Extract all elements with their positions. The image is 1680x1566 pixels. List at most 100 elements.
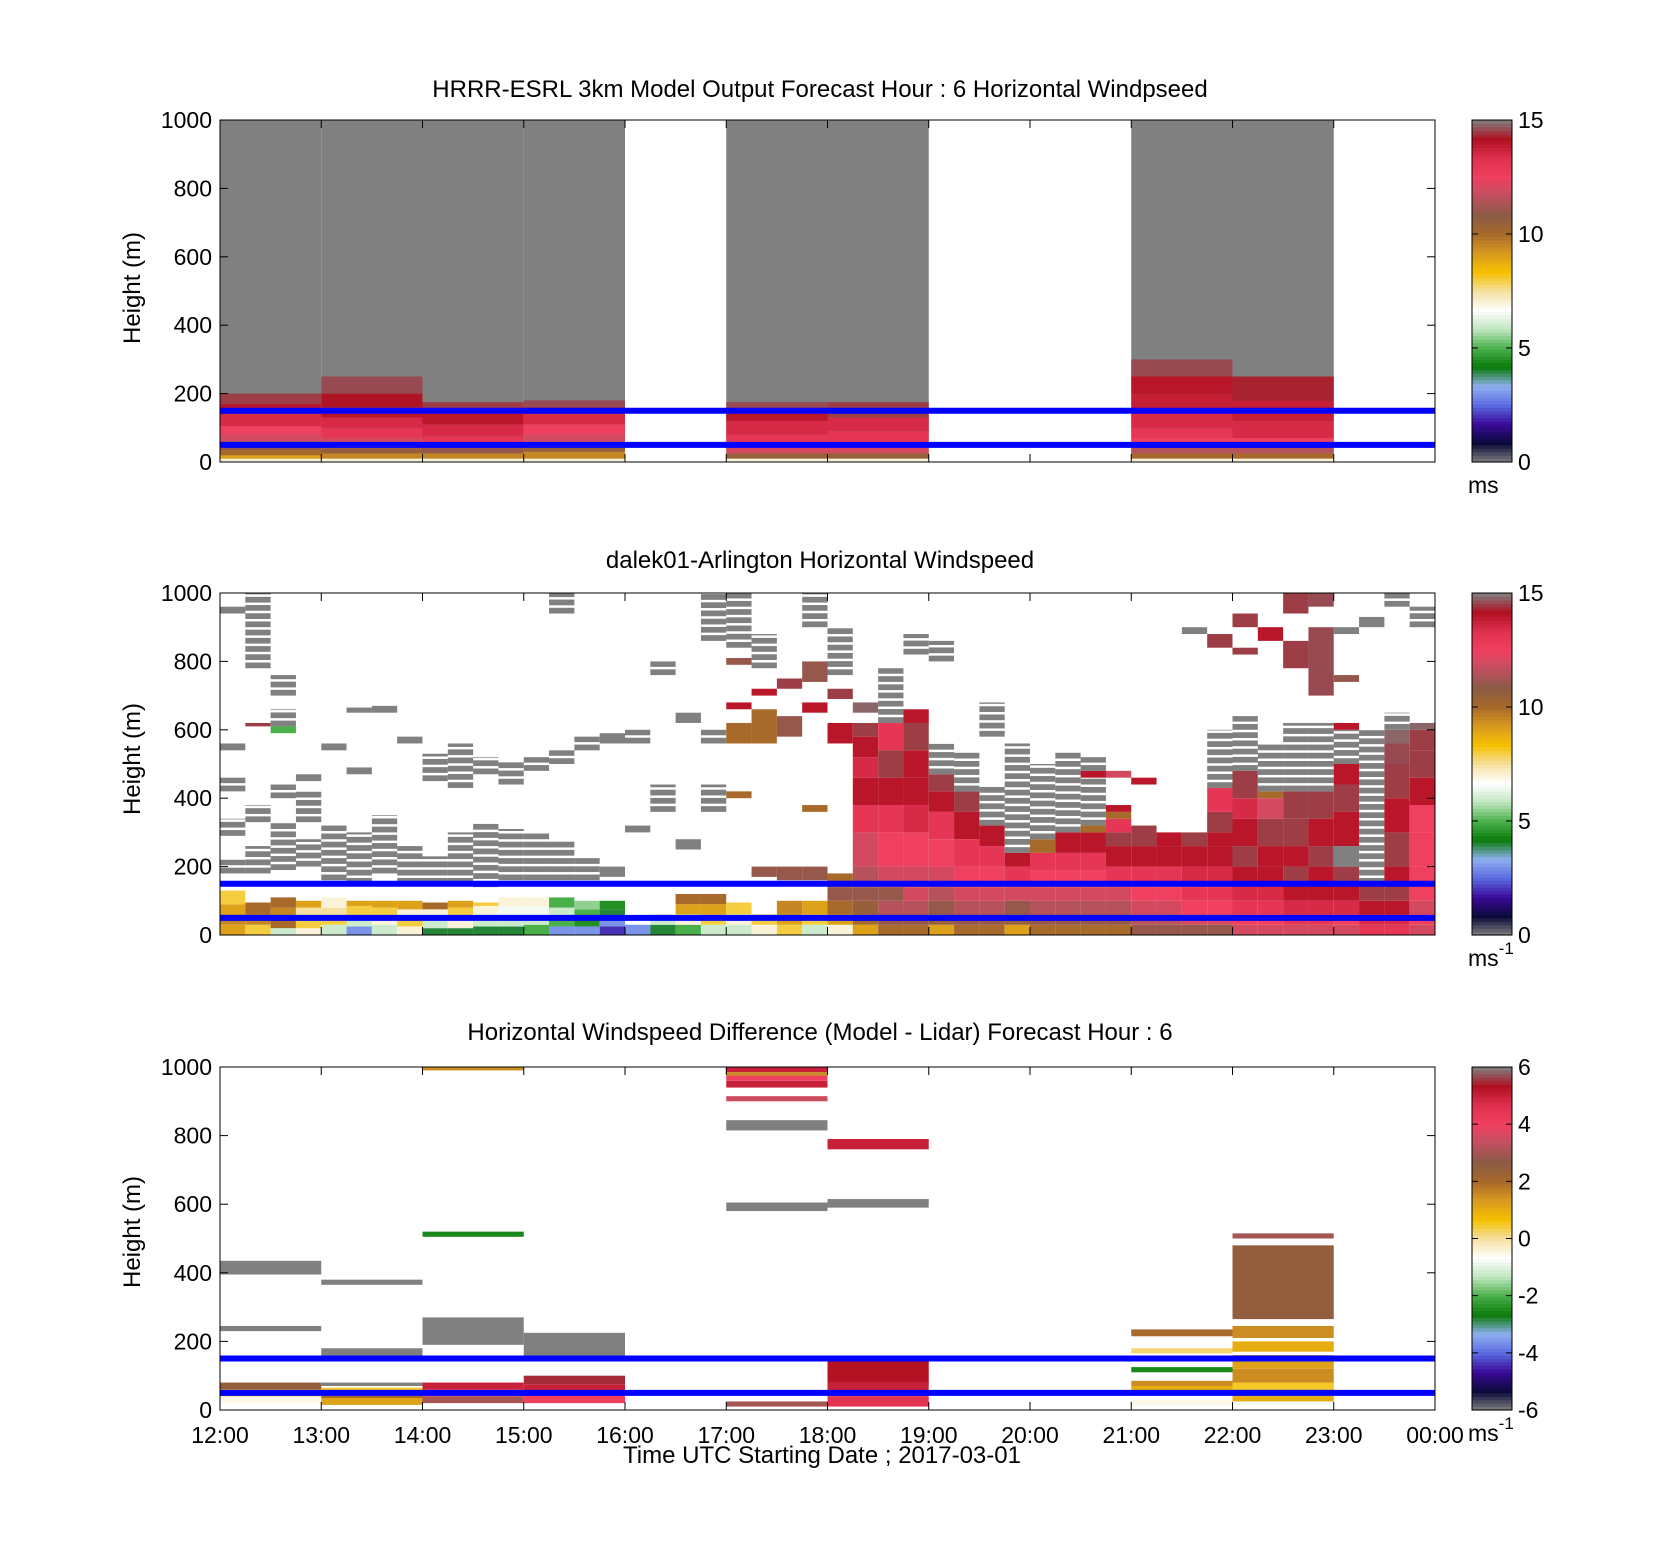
heatmap-cell: [1283, 900, 1309, 915]
colorbar-segment: [1472, 150, 1512, 155]
heatmap-cell: [473, 760, 499, 767]
colorbar-segment: [1472, 1211, 1512, 1216]
heatmap-cell: [1131, 1399, 1233, 1405]
heatmap-cell: [1207, 887, 1233, 901]
colorbar-segment: [1472, 1152, 1512, 1157]
heatmap-cell: [878, 887, 904, 901]
heatmap-cell: [422, 928, 448, 935]
heatmap-cell: [1359, 738, 1385, 745]
heatmap-cell: [473, 856, 499, 863]
heatmap-cell: [1207, 729, 1233, 731]
heatmap-cell: [1308, 627, 1334, 696]
colorbar-segment: [1472, 376, 1512, 381]
heatmap-cell: [523, 905, 550, 917]
colorbar-segment: [1472, 726, 1512, 731]
heatmap-cell: [700, 904, 727, 915]
heatmap-cell: [1030, 767, 1056, 774]
heatmap-cell: [422, 453, 524, 459]
heatmap-cell: [1131, 1329, 1233, 1337]
colorbar-segment: [1472, 1169, 1512, 1174]
heatmap-cell: [422, 909, 448, 920]
colorbar-segment: [1472, 1241, 1512, 1246]
heatmap-cell: [1257, 846, 1284, 867]
heatmap-cell: [1080, 770, 1106, 778]
colorbar-tick-label: 10: [1518, 694, 1544, 720]
colorbar-segment: [1472, 661, 1512, 666]
heatmap-cell: [1030, 887, 1056, 901]
colorbar-segment: [1472, 825, 1512, 830]
heatmap-cell: [245, 859, 271, 866]
heatmap-cell: [295, 900, 322, 908]
heatmap-cell: [675, 839, 701, 850]
colorbar-segment: [1472, 249, 1512, 254]
heatmap-cell: [700, 924, 727, 935]
heatmap-cell: [321, 833, 347, 840]
heatmap-cell: [1055, 852, 1081, 871]
colorbar-segment: [1472, 256, 1512, 261]
heatmap-cell: [270, 681, 296, 688]
heatmap-cell: [549, 907, 575, 917]
heatmap-cell: [903, 924, 929, 935]
heatmap-cell: [700, 626, 727, 633]
heatmap-cell: [321, 417, 423, 428]
colorbar-segment: [1472, 328, 1512, 333]
x-tick-label: 18:00: [799, 1422, 857, 1448]
heatmap-cell: [954, 791, 980, 812]
heatmap-cell: [599, 917, 625, 927]
heatmap-cell: [346, 905, 372, 917]
heatmap-cell: [245, 662, 271, 669]
heatmap-cell: [878, 692, 904, 699]
heatmap-cell: [802, 596, 828, 603]
axes: 0 200 400 600 800 1000: [161, 580, 1436, 948]
y-tick-label: 600: [174, 717, 212, 743]
colorbar-segment: [1472, 835, 1512, 840]
heatmap-cell: [1131, 393, 1233, 411]
colorbar-segment: [1472, 1125, 1512, 1130]
colorbar-segment: [1472, 1351, 1512, 1356]
colorbar-segment: [1472, 458, 1512, 463]
heatmap-cell: [928, 811, 955, 840]
heatmap-cell: [220, 1382, 322, 1390]
heatmap-cell: [700, 784, 727, 788]
heatmap-cell: [321, 458, 423, 462]
heatmap-cell: [473, 926, 499, 935]
heatmap-cell: [1080, 924, 1106, 935]
colorbar-segment: [1472, 1276, 1512, 1281]
heatmap-cell: [1030, 800, 1056, 807]
colorbar-segment: [1472, 914, 1512, 919]
colorbar-segment: [1472, 417, 1512, 422]
heatmap-cell: [700, 893, 727, 905]
heatmap-cell: [1333, 900, 1360, 915]
colorbar-segment: [1472, 733, 1512, 738]
colorbar-segment: [1472, 620, 1512, 625]
heatmap-cell: [574, 926, 600, 935]
heatmap-cell: [1004, 847, 1030, 853]
heatmap-cell: [1131, 846, 1157, 867]
colorbar-segment: [1472, 1317, 1512, 1322]
heatmap-cell: [523, 757, 550, 763]
colorbar-segment: [1472, 1180, 1512, 1185]
heatmap-cell: [447, 869, 474, 876]
heatmap-cell: [1308, 593, 1334, 607]
heatmap-cell: [700, 618, 727, 625]
heatmap-cell: [1055, 760, 1081, 767]
heatmap-cell: [321, 427, 423, 439]
heatmap-cell: [1004, 748, 1030, 755]
colorbar-segment: [1472, 849, 1512, 854]
heatmap-cell: [422, 919, 448, 929]
heatmap-cell: [903, 777, 929, 806]
heatmap-cell: [726, 722, 752, 744]
heatmap-cell: [447, 836, 474, 843]
heatmap-cell: [422, 1382, 524, 1390]
heatmap-cell: [1004, 838, 1030, 845]
heatmap-cell: [422, 1396, 524, 1404]
heatmap-cell: [245, 613, 271, 619]
colorbar-segment: [1472, 1187, 1512, 1192]
heatmap-cell: [979, 730, 1005, 737]
heatmap-cell: [726, 1072, 828, 1076]
heatmap-cell: [1257, 777, 1284, 784]
panel-model-output: HRRR-ESRL 3km Model Output Forecast Hour…: [119, 76, 1544, 498]
heatmap-cell: [1131, 446, 1233, 454]
heatmap-cell: [878, 777, 904, 806]
